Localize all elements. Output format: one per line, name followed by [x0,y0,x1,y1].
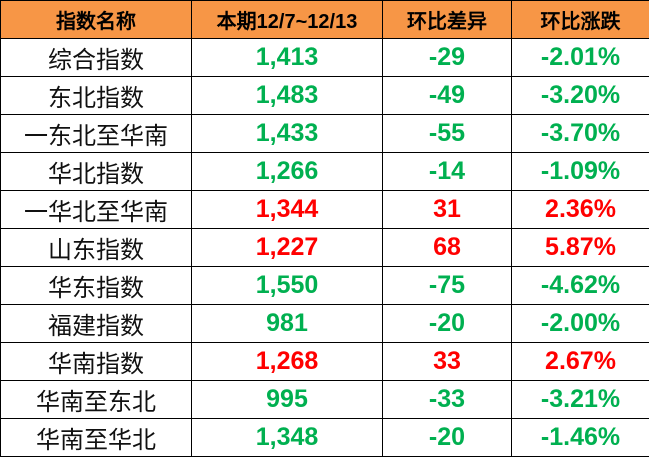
current-value-cell: 995 [191,380,383,419]
wow-pct-cell: 2.67% [511,342,649,381]
table-row: 华南至东北 995 -33 -3.21% [0,380,649,419]
current-value-cell: 1,268 [191,342,383,381]
wow-diff-cell: 31 [382,190,512,229]
current-value-cell: 1,348 [191,418,383,457]
wow-pct-cell: 5.87% [511,228,649,267]
table-row: 华南至华北 1,348 -20 -1.46% [0,418,649,457]
header-wow-pct: 环比涨跌 [511,0,649,39]
wow-diff-cell: -29 [382,38,512,77]
table-row: 华南指数 1,268 33 2.67% [0,342,649,381]
wow-pct-cell: -3.21% [511,380,649,419]
wow-diff-cell: -20 [382,304,512,343]
wow-pct-cell: -3.20% [511,76,649,115]
index-name-cell: 综合指数 [0,38,192,77]
header-index-name: 指数名称 [0,0,192,39]
index-name-cell: 华南指数 [0,342,192,381]
wow-diff-cell: -55 [382,114,512,153]
index-name-cell: 山东指数 [0,228,192,267]
index-name-cell: 一华北至华南 [0,190,192,229]
header-row: 指数名称 本期12/7~12/13 环比差异 环比涨跌 [0,0,649,39]
current-value-cell: 1,266 [191,152,383,191]
wow-pct-cell: -1.46% [511,418,649,457]
wow-diff-cell: -75 [382,266,512,305]
current-value-cell: 1,550 [191,266,383,305]
wow-pct-cell: 2.36% [511,190,649,229]
current-value-cell: 1,433 [191,114,383,153]
wow-diff-cell: -49 [382,76,512,115]
wow-pct-cell: -2.01% [511,38,649,77]
wow-pct-cell: -2.00% [511,304,649,343]
index-name-cell: 华北指数 [0,152,192,191]
wow-diff-cell: -14 [382,152,512,191]
wow-diff-cell: -20 [382,418,512,457]
table-row: 综合指数 1,413 -29 -2.01% [0,38,649,77]
wow-pct-cell: -3.70% [511,114,649,153]
table-row: 一华北至华南 1,344 31 2.36% [0,190,649,229]
table-row: 华东指数 1,550 -75 -4.62% [0,266,649,305]
wow-diff-cell: 68 [382,228,512,267]
index-name-cell: 一东北至华南 [0,114,192,153]
current-value-cell: 1,344 [191,190,383,229]
header-current-period: 本期12/7~12/13 [191,0,383,39]
current-value-cell: 1,483 [191,76,383,115]
table-row: 山东指数 1,227 68 5.87% [0,228,649,267]
wow-diff-cell: 33 [382,342,512,381]
current-value-cell: 1,413 [191,38,383,77]
table-row: 福建指数 981 -20 -2.00% [0,304,649,343]
current-value-cell: 1,227 [191,228,383,267]
index-name-cell: 福建指数 [0,304,192,343]
header-wow-diff: 环比差异 [382,0,512,39]
table-row: 一东北至华南 1,433 -55 -3.70% [0,114,649,153]
table-row: 东北指数 1,483 -49 -3.20% [0,76,649,115]
index-name-cell: 华东指数 [0,266,192,305]
table-row: 华北指数 1,266 -14 -1.09% [0,152,649,191]
index-name-cell: 华南至东北 [0,380,192,419]
index-name-cell: 华南至华北 [0,418,192,457]
current-value-cell: 981 [191,304,383,343]
index-name-cell: 东北指数 [0,76,192,115]
wow-diff-cell: -33 [382,380,512,419]
wow-pct-cell: -4.62% [511,266,649,305]
wow-pct-cell: -1.09% [511,152,649,191]
